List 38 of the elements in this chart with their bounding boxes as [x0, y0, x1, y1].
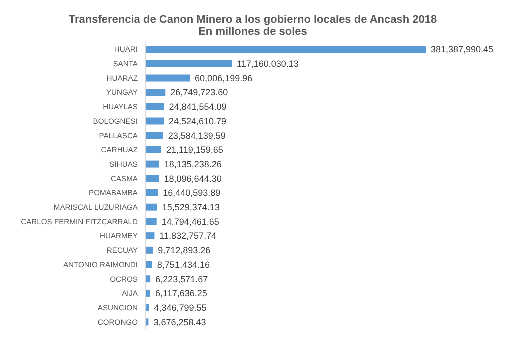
data-label: 117,160,030.13 — [237, 59, 299, 70]
bar — [146, 175, 160, 182]
data-label: 26,749,723.60 — [170, 88, 228, 98]
bar — [146, 261, 152, 268]
data-label: 4,346,799.55 — [154, 302, 207, 313]
data-label: 24,524,610.79 — [169, 116, 227, 126]
data-label: 23,584,139.59 — [168, 130, 226, 141]
bar — [146, 160, 160, 168]
data-label: 16,440,593.89 — [163, 188, 221, 198]
data-label: 8,751,434.16 — [157, 260, 210, 270]
bar — [146, 74, 190, 82]
data-label: 11,832,757.74 — [160, 231, 217, 242]
data-label: 6,117,636.25 — [155, 288, 208, 299]
data-label: 9,712,893.26 — [158, 246, 211, 256]
data-label: 21,119,159.65 — [166, 145, 224, 156]
bar — [146, 132, 164, 140]
bar — [146, 46, 426, 53]
data-label: 14,794,461.65 — [162, 216, 220, 227]
bar — [146, 232, 155, 240]
bar — [146, 204, 158, 211]
data-label: 3,676,258.43 — [154, 317, 206, 328]
bar — [146, 103, 164, 110]
bar — [146, 60, 232, 68]
bar — [146, 246, 154, 254]
data-label: 381,387,990.45 — [431, 44, 494, 55]
bar — [146, 146, 162, 154]
data-label: 15,529,374.13 — [162, 202, 220, 213]
data-label: 6,223,571.67 — [156, 274, 208, 284]
data-label: 60,006,199.96 — [195, 73, 253, 84]
chart-title: Transferencia de Canon Minero a los gobierno locales de Ancash 2018 — [68, 13, 438, 26]
bar — [146, 89, 166, 96]
data-label: 18,135,238.26 — [164, 159, 222, 170]
data-label: 24,841,554.09 — [169, 102, 227, 112]
chart-subtitle: En millones de soles — [198, 26, 308, 38]
bar — [146, 118, 164, 125]
bar — [146, 218, 157, 226]
bar — [146, 190, 158, 196]
data-label: 18,096,644.30 — [164, 174, 222, 184]
